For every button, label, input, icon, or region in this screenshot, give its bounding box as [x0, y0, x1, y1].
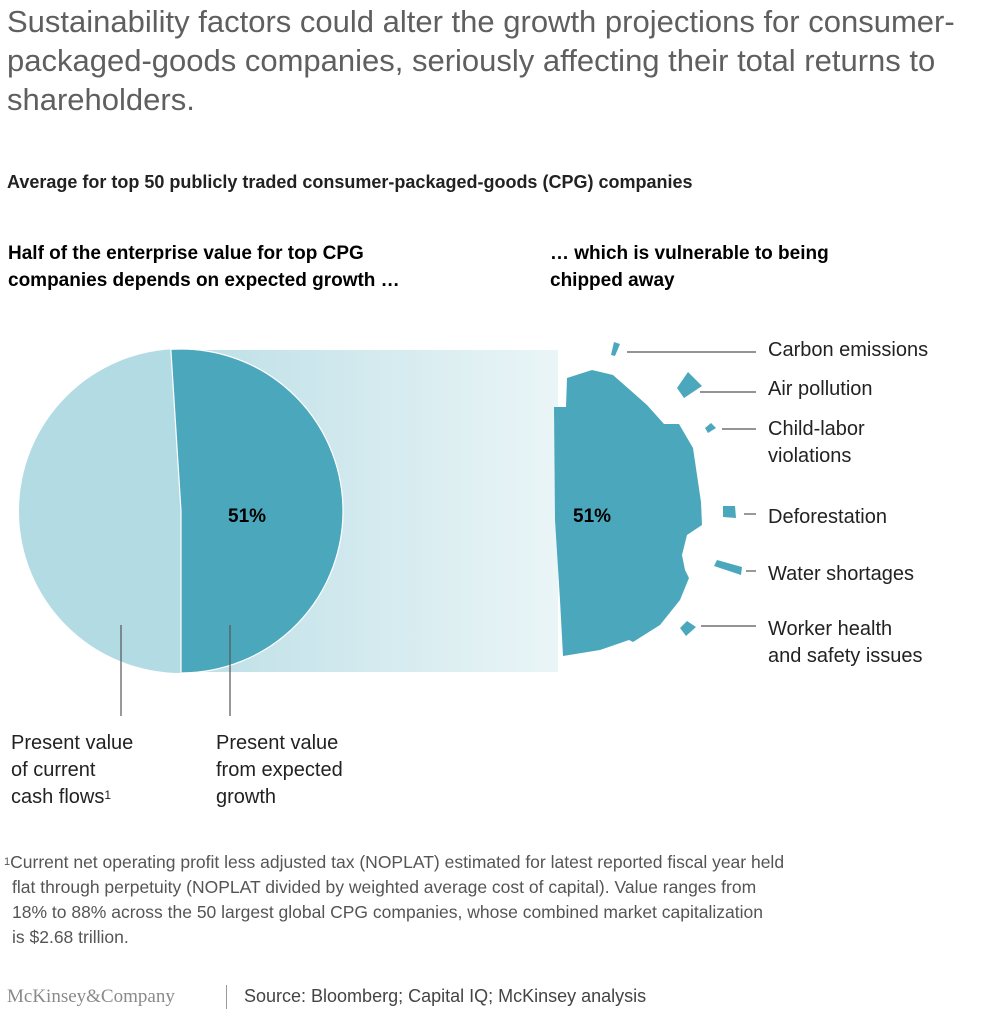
left-pct-label: 51%	[228, 506, 266, 527]
factor-label-deforestation: Deforestation	[768, 504, 887, 531]
chip-child-labor	[705, 423, 716, 433]
mckinsey-logo: McKinsey&Company	[7, 986, 175, 1007]
footnote-line: is $2.68 trillion.	[12, 927, 129, 947]
label-line: cash flows	[11, 786, 105, 808]
right-panel-heading: … which is vulnerable to being chipped a…	[550, 243, 829, 291]
factor-text: Child-labor	[768, 418, 865, 440]
factor-label-worker-health: Worker health and safety issues	[768, 616, 923, 670]
left-pie	[19, 348, 344, 674]
footnote: 1Current net operating profit less adjus…	[4, 850, 979, 950]
footnote-ref: 1	[104, 788, 112, 802]
chart-title: Sustainability factors could alter the g…	[7, 4, 955, 117]
source-note: Source: Bloomberg; Capital IQ; McKinsey …	[244, 986, 647, 1006]
footnote-marker: 1	[4, 856, 11, 868]
label-line: growth	[216, 786, 277, 808]
factor-text: Worker health	[768, 618, 893, 640]
factor-text: Water shortages	[768, 563, 914, 585]
footnote-line: flat through perpetuity (NOPLAT divided …	[12, 877, 757, 897]
factor-label-child-labor: Child-labor violations	[768, 416, 865, 470]
footnote-line: Current net operating profit less adjust…	[10, 852, 785, 872]
footnote-line: 18% to 88% across the 50 largest global …	[12, 902, 763, 922]
chip-carbon-emissions	[611, 342, 620, 356]
factor-label-carbon-emissions: Carbon emissions	[768, 337, 928, 364]
factor-text: Air pollution	[768, 378, 873, 400]
chipped-growth-slice	[554, 370, 702, 656]
right-pct-label: 51%	[573, 506, 611, 527]
label-line: Present value	[11, 732, 134, 754]
label-line: of current	[11, 759, 96, 781]
factor-label-water-shortages: Water shortages	[768, 561, 914, 588]
label-line: from expected	[216, 759, 343, 781]
left-panel-heading: Half of the enterprise value for top CPG…	[8, 243, 400, 291]
chip-deforestation	[723, 506, 736, 518]
factor-text: Deforestation	[768, 506, 887, 528]
factor-text: violations	[768, 445, 852, 467]
pie-slice-expected-growth	[170, 348, 344, 674]
chip-water-shortages	[714, 560, 742, 575]
label-current-cash-flows: Present value of current cash flows1	[11, 730, 133, 811]
footer-divider	[226, 985, 227, 1009]
factor-text: and safety issues	[768, 645, 923, 667]
factor-label-air-pollution: Air pollution	[768, 376, 873, 403]
chip-pieces	[611, 342, 742, 636]
chart-subtitle: Average for top 50 publicly traded consu…	[7, 172, 693, 192]
chip-worker-health	[680, 621, 696, 636]
chip-air-pollution	[677, 372, 702, 398]
label-line: Present value	[216, 732, 339, 754]
label-expected-growth: Present value from expected growth	[216, 730, 343, 811]
leader-lines	[120, 351, 756, 716]
factor-text: Carbon emissions	[768, 339, 929, 361]
